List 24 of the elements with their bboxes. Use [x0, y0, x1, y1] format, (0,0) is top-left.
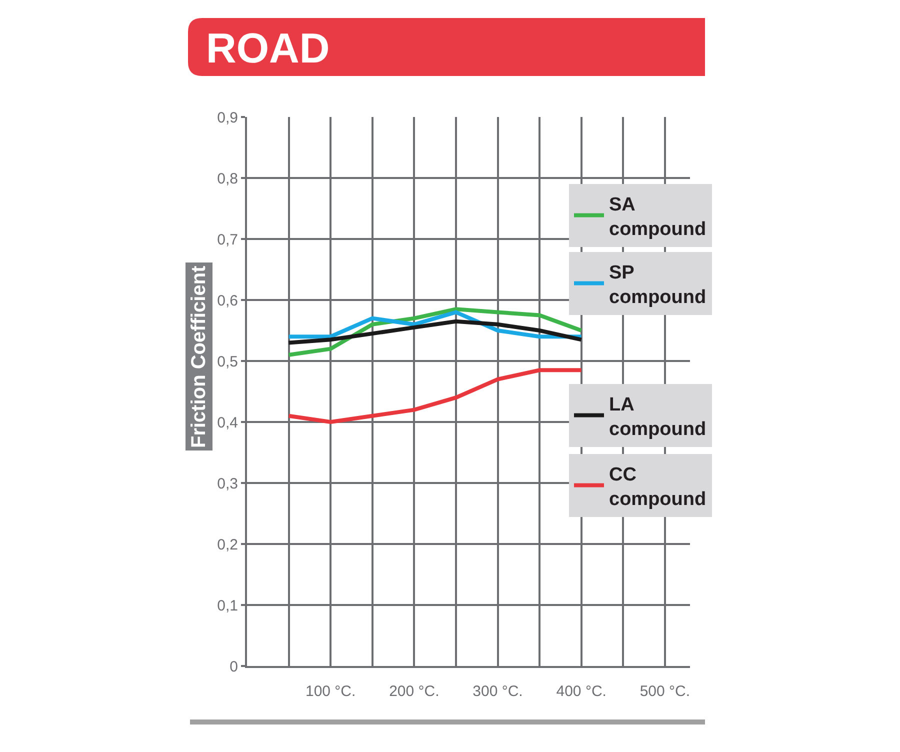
y-axis-title: Friction Coefficient [188, 265, 210, 448]
y-tick-label: 0,6 [217, 292, 238, 310]
legend-label: SA compound [609, 194, 706, 240]
chart-title: ROAD [206, 24, 330, 72]
line-series [286, 319, 584, 345]
y-tick-label: 0,1 [217, 597, 238, 614]
x-tick-label: 500 °C. [640, 683, 690, 700]
line-series [286, 368, 584, 424]
x-tick-label: 400 °C. [556, 683, 606, 700]
legend-label: CC compound [609, 464, 706, 510]
legend-label: SP compound [609, 262, 706, 308]
x-tick-label: 300 °C. [472, 683, 523, 700]
y-tick-label: 0,4 [217, 414, 238, 432]
y-tick-label: 0,5 [217, 353, 238, 370]
y-tick-label: 0,7 [217, 231, 238, 248]
y-tick-label: 0,9 [217, 109, 238, 126]
x-tick-label: 200 °C. [389, 683, 440, 700]
y-tick-label: 0 [230, 658, 238, 676]
y-tick-label: 0,3 [217, 475, 238, 492]
line-series [286, 307, 584, 357]
y-tick-label: 0,8 [217, 170, 238, 188]
legend-label: LA compound [609, 394, 706, 440]
x-tick-label: 100 °C. [305, 683, 356, 700]
y-tick-label: 0,2 [217, 536, 238, 554]
